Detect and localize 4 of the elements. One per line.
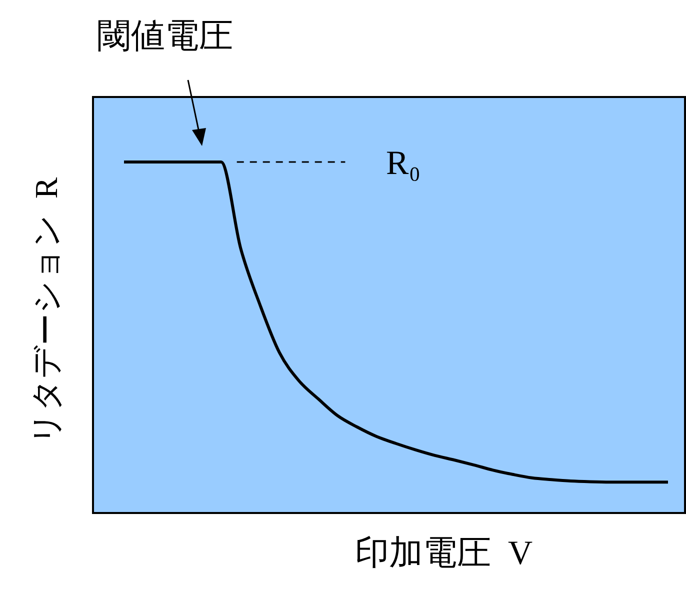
ref-line-label: R₀: [386, 145, 421, 182]
x-axis-title: 印加電圧 V: [355, 533, 533, 573]
y-axis-title: リタデーション R: [27, 176, 65, 445]
text: 閾値電圧: [97, 16, 233, 56]
